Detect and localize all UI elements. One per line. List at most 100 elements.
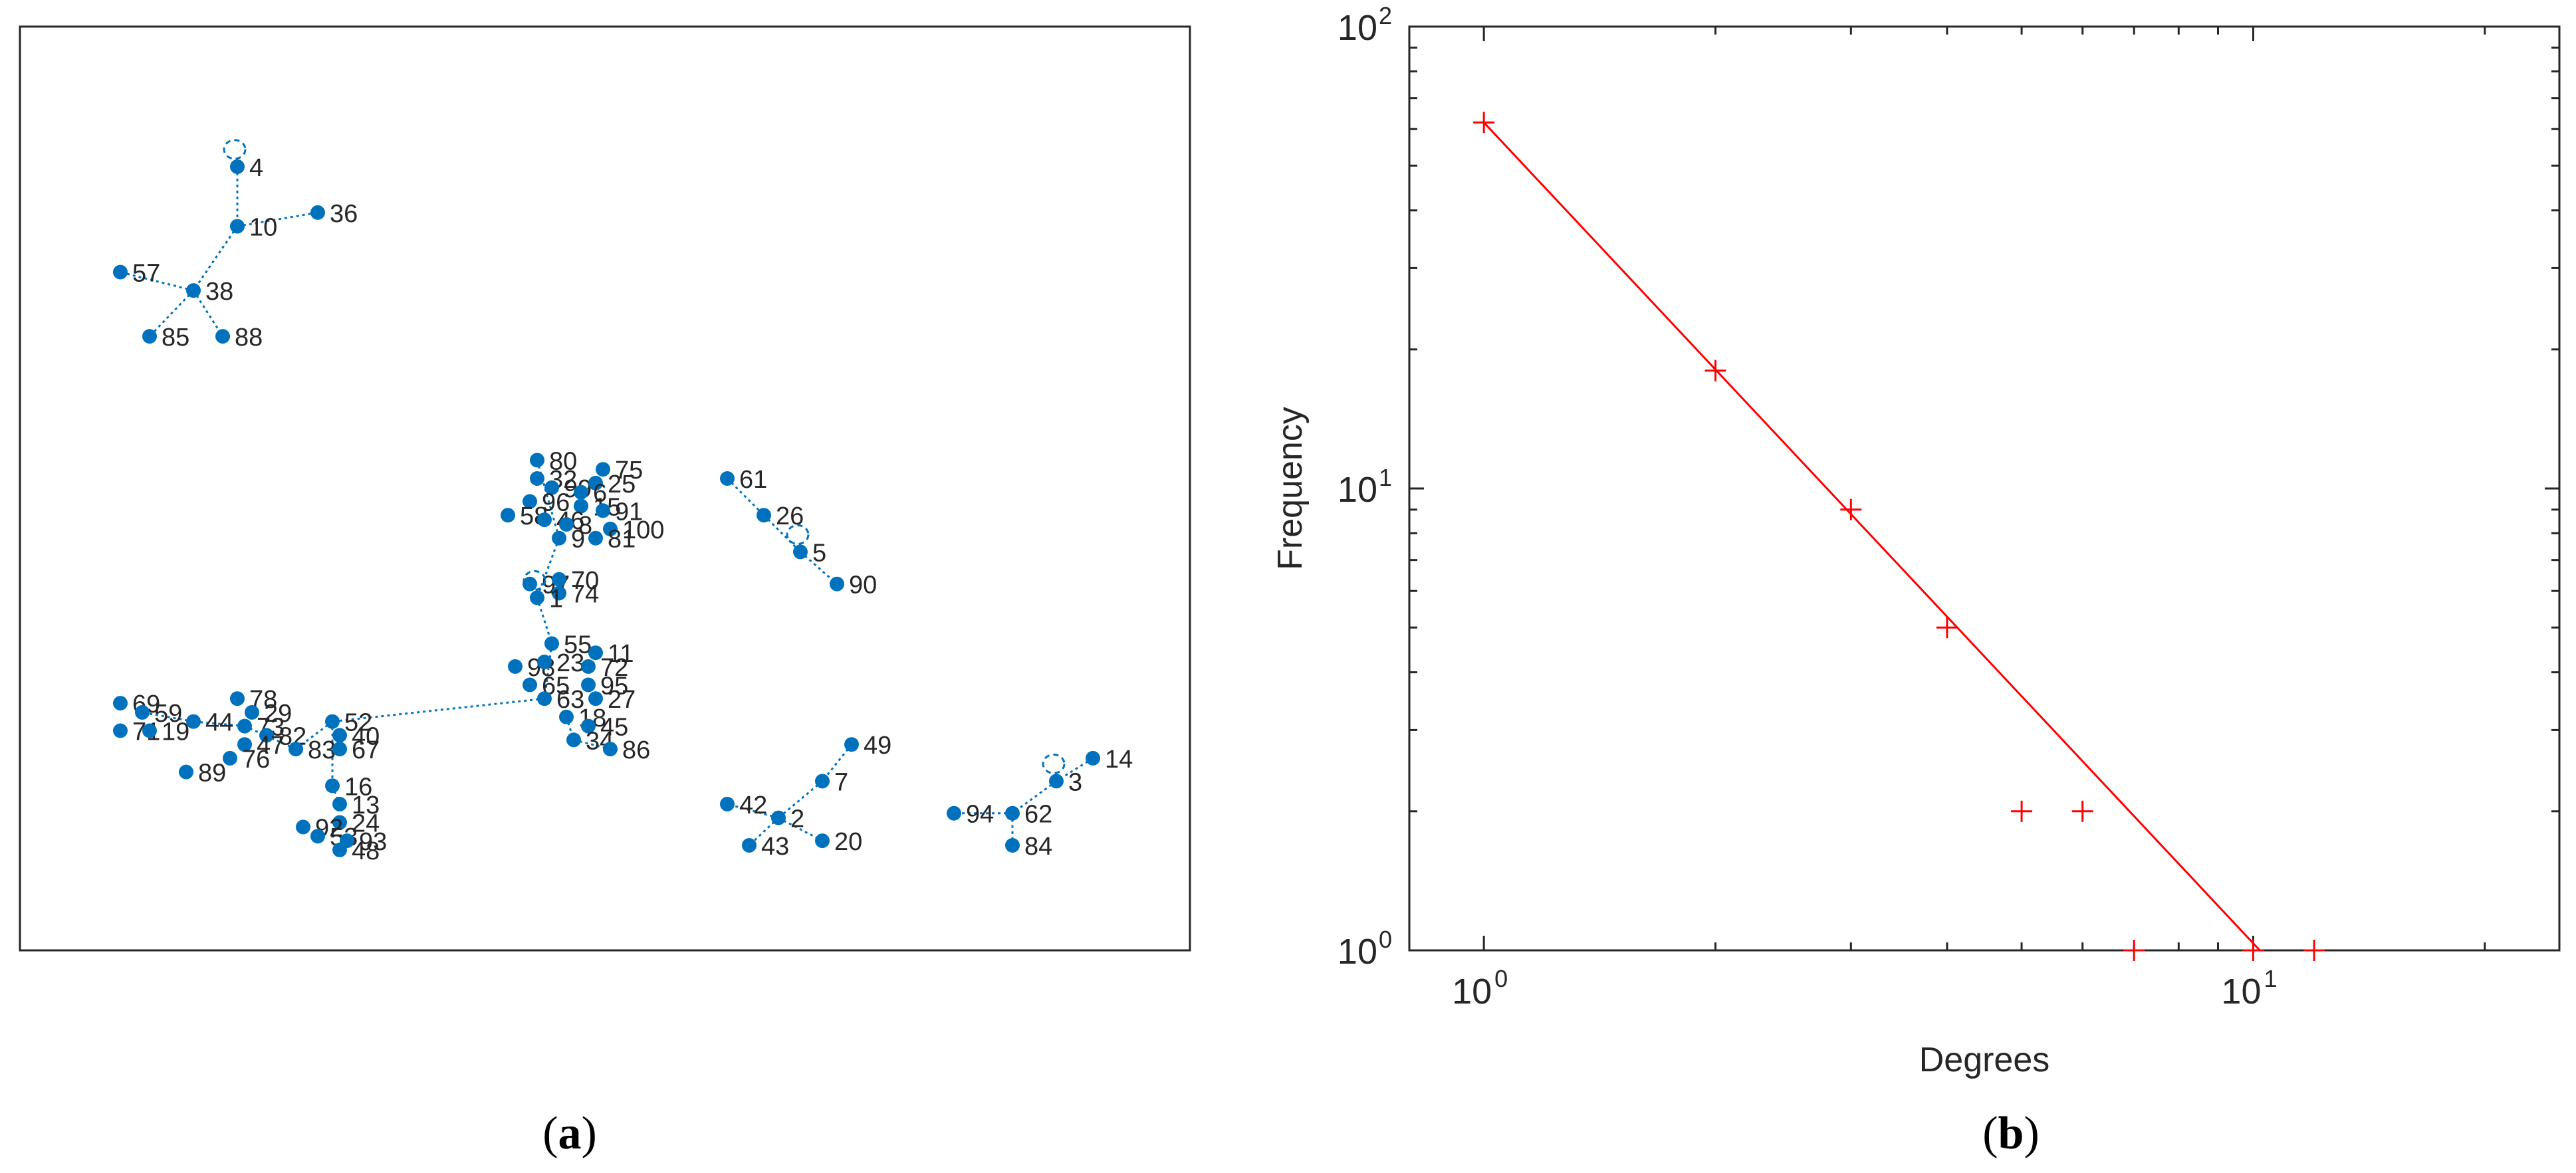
network-node bbox=[559, 709, 574, 724]
network-node-label: 11 bbox=[608, 640, 634, 668]
network-node bbox=[742, 838, 757, 853]
plot-axes-frame bbox=[1408, 25, 2561, 952]
network-node-label: 72 bbox=[600, 654, 628, 682]
x-tick-exponent: 0 bbox=[1494, 965, 1508, 992]
data-point bbox=[2242, 940, 2264, 961]
panel-a-caption: (a) bbox=[542, 1108, 597, 1159]
network-node bbox=[559, 517, 574, 532]
network-node-label: 5 bbox=[812, 539, 826, 567]
network-node bbox=[603, 742, 618, 757]
network-edge bbox=[148, 290, 195, 338]
network-node bbox=[1049, 774, 1064, 789]
power-law-fit-line bbox=[1483, 122, 2261, 952]
network-edge bbox=[727, 803, 779, 819]
network-node bbox=[245, 704, 259, 720]
network-edge bbox=[295, 720, 333, 750]
network-node-label: 36 bbox=[330, 200, 358, 228]
network-node bbox=[581, 677, 596, 693]
y-tick-exponent: 0 bbox=[1379, 926, 1392, 953]
network-node-label: 63 bbox=[556, 686, 584, 714]
y-tick-label: 10 bbox=[1338, 470, 1377, 510]
network-node bbox=[135, 704, 150, 720]
network-node bbox=[530, 453, 544, 468]
network-node-label: 55 bbox=[564, 631, 592, 659]
network-node-label: 84 bbox=[1024, 833, 1052, 861]
network-node bbox=[596, 503, 610, 518]
network-node bbox=[296, 819, 310, 835]
network-edge bbox=[536, 538, 560, 598]
data-point bbox=[2011, 800, 2033, 822]
network-node bbox=[113, 696, 128, 711]
network-node bbox=[793, 544, 808, 560]
network-node-label: 48 bbox=[352, 837, 380, 865]
network-node-label: 80 bbox=[549, 447, 577, 475]
y-axis-label: Frequency bbox=[1271, 407, 1310, 570]
network-node bbox=[544, 480, 559, 495]
data-point bbox=[2071, 800, 2093, 822]
network-node bbox=[325, 778, 340, 794]
network-node-label: 89 bbox=[198, 760, 226, 788]
network-node bbox=[530, 590, 544, 605]
network-node bbox=[186, 714, 201, 729]
network-node bbox=[537, 512, 552, 528]
network-node-label: 1 bbox=[549, 585, 563, 613]
network-node-label: 29 bbox=[264, 700, 292, 728]
network-node bbox=[588, 691, 603, 706]
network-node bbox=[588, 530, 603, 546]
network-node-label: 52 bbox=[344, 709, 372, 737]
network-node-label: 88 bbox=[235, 324, 263, 352]
network-node-label: 70 bbox=[571, 567, 599, 595]
network-axes-frame bbox=[19, 25, 1191, 952]
network-node bbox=[142, 329, 157, 344]
network-node-label: 7 bbox=[834, 768, 848, 796]
network-node bbox=[508, 659, 523, 674]
network-node bbox=[230, 159, 245, 174]
network-node-label: 13 bbox=[352, 792, 380, 819]
network-node bbox=[523, 677, 537, 693]
network-node bbox=[588, 645, 603, 661]
network-node bbox=[215, 329, 230, 344]
data-point bbox=[1473, 112, 1495, 134]
network-node bbox=[537, 691, 552, 706]
network-node bbox=[523, 494, 537, 509]
data-point bbox=[1936, 617, 1958, 639]
network-edge bbox=[120, 271, 194, 292]
network-node-label: 19 bbox=[162, 718, 189, 746]
network-edge bbox=[193, 720, 245, 728]
network-node bbox=[574, 484, 588, 500]
network-node-label: 76 bbox=[242, 746, 270, 774]
network-node bbox=[237, 718, 252, 734]
x-axis-label: Degrees bbox=[1919, 1041, 2050, 1079]
network-node bbox=[332, 842, 347, 857]
panel-b-caption: (b) bbox=[1982, 1108, 2040, 1159]
network-node-label: 74 bbox=[571, 581, 599, 609]
x-tick-label: 10 bbox=[2221, 972, 2261, 1012]
network-node bbox=[566, 732, 581, 748]
network-node-label: 23 bbox=[556, 649, 584, 677]
data-point bbox=[1840, 498, 1862, 520]
network-node-label: 45 bbox=[600, 714, 628, 742]
network-node bbox=[332, 796, 347, 811]
network-node bbox=[186, 283, 201, 298]
network-node bbox=[1005, 838, 1020, 853]
degree-distribution-panel: 10 0 10 110 010 110 2 Degrees Frequency bbox=[1271, 2, 2561, 1079]
network-node bbox=[552, 586, 566, 601]
network-node bbox=[1005, 805, 1020, 821]
network-node bbox=[230, 691, 245, 706]
network-node-label: 91 bbox=[615, 498, 643, 526]
network-node bbox=[223, 750, 237, 766]
network-node bbox=[113, 265, 128, 280]
network-node bbox=[289, 742, 303, 757]
network-node-label: 8 bbox=[578, 512, 592, 540]
network-node-label: 6 bbox=[593, 480, 607, 508]
network-node bbox=[537, 655, 552, 669]
network-node-label: 75 bbox=[615, 457, 643, 484]
network-node bbox=[581, 718, 596, 734]
network-edge bbox=[192, 225, 239, 291]
network-node-label: 59 bbox=[154, 700, 182, 728]
network-node bbox=[771, 810, 786, 825]
network-node-label: 3 bbox=[1068, 768, 1082, 796]
network-node bbox=[332, 728, 347, 743]
